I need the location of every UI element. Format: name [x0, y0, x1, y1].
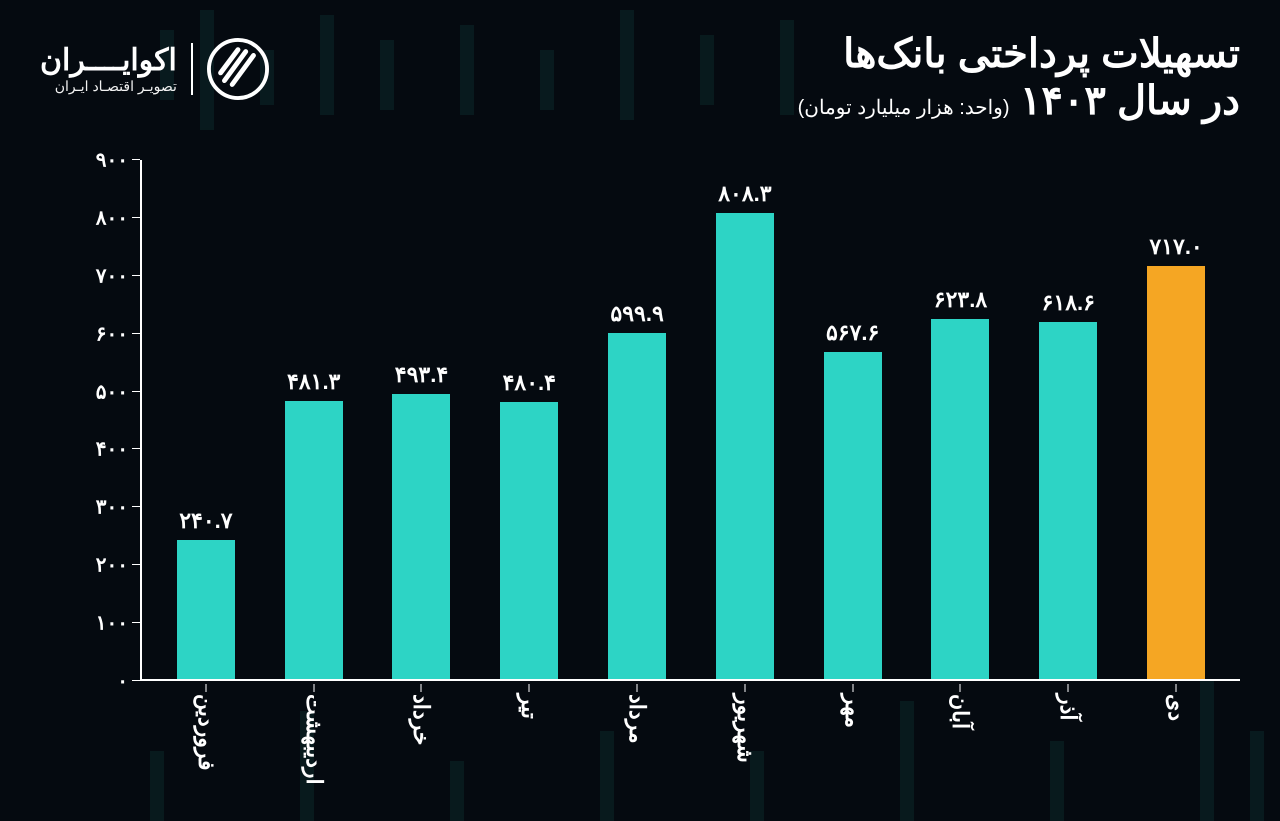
- ecoiran-logo-icon: [207, 38, 269, 100]
- y-tick-label: ۴۰۰: [96, 437, 128, 462]
- y-tick-label: ۷۰۰: [96, 263, 128, 288]
- plot-area: ۲۴۰.۷ ۴۸۱.۳ ۴۹۳.۴ ۴۸۰.۴ ۵۹۹.۹ ۸۰۸.۳ ۵۶۷.۶ ۶۲۳.۸…: [142, 160, 1240, 679]
- title-block: تسهیلات پرداختی بانک‌ها در سال ۱۴۰۳ (واح…: [798, 30, 1240, 124]
- bar: [608, 333, 666, 679]
- y-tick-label: ۲۰۰: [96, 553, 128, 578]
- bar-group: ۴۸۰.۴: [475, 160, 583, 679]
- x-axis-label: فروردین: [152, 686, 260, 781]
- x-axis-line: [140, 679, 1240, 681]
- y-tick-label: ۵۰۰: [96, 379, 128, 404]
- y-tick-label: ۶۰۰: [96, 321, 128, 346]
- x-axis-label: مهر: [799, 686, 907, 781]
- y-tick-label: ۱۰۰: [96, 611, 128, 636]
- x-axis-label: آذر: [1014, 686, 1122, 781]
- bar: [392, 394, 450, 679]
- bar: [285, 401, 343, 679]
- bar: [824, 352, 882, 679]
- bar-group: ۵۶۷.۶: [799, 160, 907, 679]
- bar: [500, 402, 558, 679]
- title-line2-row: در سال ۱۴۰۳ (واحد: هزار میلیارد تومان): [798, 78, 1240, 124]
- y-tick-label: ۰: [117, 669, 128, 694]
- bar-chart: ۰۱۰۰۲۰۰۳۰۰۴۰۰۵۰۰۶۰۰۷۰۰۸۰۰۹۰۰ ۲۴۰.۷۴۸۱.۳۴…: [70, 160, 1240, 781]
- logo-tagline: تصویـر اقتصـاد ایـران: [40, 78, 177, 95]
- bar-value-label: ۵۹۹.۹: [610, 301, 663, 327]
- bar-value-label: ۴۹۳.۴: [395, 362, 448, 388]
- logo-text: اکوایــــران تصویـر اقتصـاد ایـران: [40, 43, 193, 95]
- title-unit: (واحد: هزار میلیارد تومان): [798, 97, 1010, 119]
- title-line2: در سال ۱۴۰۳: [1020, 79, 1240, 123]
- bar-group: ۴۸۱.۳: [260, 160, 368, 679]
- bar: [1147, 266, 1205, 679]
- bar-value-label: ۸۰۸.۳: [718, 181, 771, 207]
- header: تسهیلات پرداختی بانک‌ها در سال ۱۴۰۳ (واح…: [0, 20, 1280, 130]
- x-axis-label: مرداد: [583, 686, 691, 781]
- y-tick-label: ۸۰۰: [96, 205, 128, 230]
- bar-value-label: ۶۲۳.۸: [934, 287, 987, 313]
- bar-group: ۶۲۳.۸: [907, 160, 1015, 679]
- x-labels: فروردیناردیبهشتخردادتیرمردادشهریورمهرآبا…: [142, 686, 1240, 781]
- bar-value-label: ۵۶۷.۶: [826, 320, 879, 346]
- bar-value-label: ۴۸۱.۳: [287, 369, 340, 395]
- y-tick-label: ۳۰۰: [96, 495, 128, 520]
- x-axis-label: شهریور: [691, 686, 799, 781]
- bar-value-label: ۲۴۰.۷: [179, 508, 232, 534]
- bar-group: ۲۴۰.۷: [152, 160, 260, 679]
- x-axis-label: اردیبهشت: [260, 686, 368, 781]
- bar-value-label: ۷۱۷.۰: [1149, 234, 1202, 260]
- bar-group: ۶۱۸.۶: [1014, 160, 1122, 679]
- y-axis: ۰۱۰۰۲۰۰۳۰۰۴۰۰۵۰۰۶۰۰۷۰۰۸۰۰۹۰۰: [70, 160, 140, 681]
- logo-name: اکوایــــران: [40, 43, 177, 78]
- x-axis-label: خرداد: [368, 686, 476, 781]
- x-axis-label: دی: [1122, 686, 1230, 781]
- bar-value-label: ۶۱۸.۶: [1042, 290, 1095, 316]
- bar: [1039, 322, 1097, 679]
- x-axis-label: آبان: [907, 686, 1015, 781]
- x-axis-label: تیر: [475, 686, 583, 781]
- bar: [716, 213, 774, 679]
- bar-group: ۴۹۳.۴: [368, 160, 476, 679]
- bar-group: ۷۱۷.۰: [1122, 160, 1230, 679]
- bar-group: ۵۹۹.۹: [583, 160, 691, 679]
- logo-block: اکوایــــران تصویـر اقتصـاد ایـران: [40, 38, 269, 100]
- bar-group: ۸۰۸.۳: [691, 160, 799, 679]
- bars-container: ۲۴۰.۷ ۴۸۱.۳ ۴۹۳.۴ ۴۸۰.۴ ۵۹۹.۹ ۸۰۸.۳ ۵۶۷.۶ ۶۲۳.۸…: [142, 160, 1240, 679]
- bar: [931, 319, 989, 679]
- bar-value-label: ۴۸۰.۴: [503, 370, 556, 396]
- y-tick-label: ۹۰۰: [96, 148, 128, 173]
- bar: [177, 540, 235, 679]
- title-line1: تسهیلات پرداختی بانک‌ها: [798, 30, 1240, 78]
